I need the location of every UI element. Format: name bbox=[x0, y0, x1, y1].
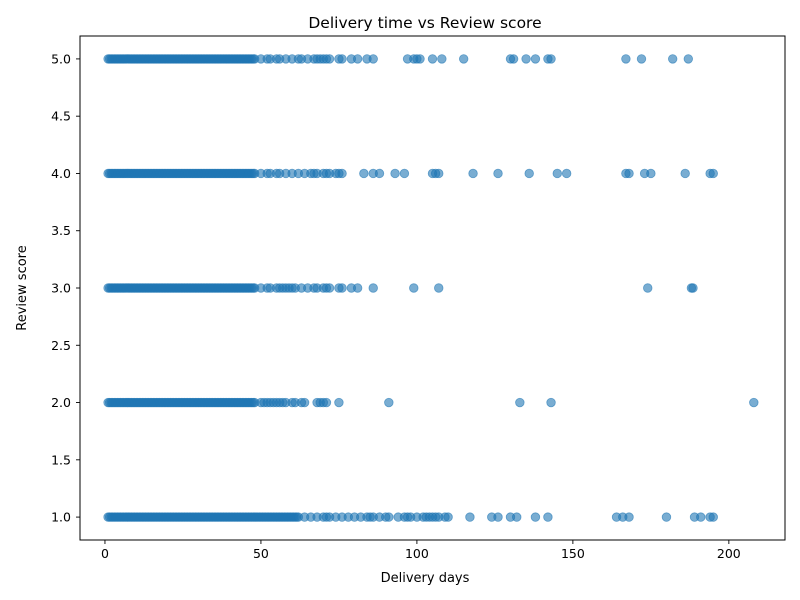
scatter-point bbox=[352, 283, 363, 293]
scatter-point bbox=[434, 283, 444, 293]
scatter-point bbox=[552, 168, 562, 179]
x-tick-label: 0 bbox=[101, 546, 109, 561]
scatter-point bbox=[334, 397, 344, 408]
scatter-point bbox=[299, 397, 310, 408]
scatter-point bbox=[543, 512, 553, 522]
x-axis-title: Delivery days bbox=[381, 571, 470, 586]
scatter-point bbox=[384, 397, 394, 408]
scatter-point bbox=[668, 54, 678, 64]
y-tick-label: 1.5 bbox=[51, 452, 71, 467]
scatter-point bbox=[508, 54, 519, 64]
scatter-point bbox=[688, 283, 698, 293]
scatter-point bbox=[521, 54, 531, 64]
scatter-point bbox=[337, 168, 347, 179]
scatter-point bbox=[546, 397, 556, 408]
scatter-point bbox=[352, 54, 363, 64]
scatter-point bbox=[696, 512, 706, 522]
y-tick-label: 2.0 bbox=[51, 395, 71, 410]
y-tick-label: 3.0 bbox=[51, 281, 71, 296]
scatter-point bbox=[643, 283, 653, 293]
scatter-point bbox=[437, 54, 447, 64]
scatter-point bbox=[515, 397, 525, 408]
scatter-point bbox=[359, 168, 369, 179]
scatter-point bbox=[468, 168, 478, 179]
scatter-point bbox=[321, 397, 332, 408]
scatter-point bbox=[427, 54, 438, 64]
scatter-point bbox=[458, 54, 469, 64]
x-tick-label: 200 bbox=[717, 546, 741, 561]
scatter-point bbox=[399, 168, 410, 179]
x-tick-label: 100 bbox=[405, 546, 429, 561]
data-points bbox=[103, 54, 759, 522]
scatter-point bbox=[708, 168, 718, 179]
scatter-point bbox=[337, 54, 347, 64]
scatter-point bbox=[493, 512, 503, 522]
scatter-point bbox=[530, 54, 541, 64]
y-tick-label: 5.0 bbox=[51, 51, 71, 66]
scatter-point bbox=[524, 168, 534, 179]
scatter-point bbox=[324, 54, 335, 64]
scatter-point bbox=[636, 54, 647, 64]
scatter-point bbox=[337, 283, 347, 293]
scatter-point bbox=[415, 54, 425, 64]
scatter-point bbox=[409, 283, 419, 293]
scatter-point bbox=[624, 168, 634, 179]
y-axis-title: Review score bbox=[15, 245, 30, 330]
scatter-point bbox=[434, 168, 444, 179]
y-axis-ticks: 1.0 1.5 2.0 2.5 3.0 3.5 4.0 4.5 5.0 bbox=[51, 51, 80, 525]
scatter-point bbox=[683, 54, 694, 64]
scatter-point bbox=[384, 512, 394, 522]
scatter-point bbox=[368, 54, 378, 64]
scatter-point bbox=[561, 168, 572, 179]
x-tick-label: 150 bbox=[561, 546, 585, 561]
y-tick-label: 2.5 bbox=[51, 338, 71, 353]
scatter-point bbox=[661, 512, 672, 522]
y-tick-label: 1.0 bbox=[51, 510, 71, 525]
x-tick-label: 50 bbox=[253, 546, 269, 561]
scatter-point bbox=[624, 512, 634, 522]
scatter-point bbox=[749, 397, 759, 408]
scatter-point bbox=[646, 168, 656, 179]
scatter-point bbox=[621, 54, 631, 64]
scatter-point bbox=[443, 512, 453, 522]
scatter-point bbox=[390, 168, 400, 179]
scatter-point bbox=[324, 283, 335, 293]
y-tick-label: 3.5 bbox=[51, 223, 71, 238]
scatter-point bbox=[530, 512, 541, 522]
scatter-point bbox=[680, 168, 690, 179]
scatter-point bbox=[374, 168, 385, 179]
scatter-point bbox=[368, 283, 378, 293]
scatter-point bbox=[546, 54, 556, 64]
y-tick-label: 4.0 bbox=[51, 166, 71, 181]
scatter-point bbox=[708, 512, 718, 522]
chart-title: Delivery time vs Review score bbox=[308, 14, 541, 32]
y-tick-label: 4.5 bbox=[51, 109, 71, 124]
x-axis-ticks: 0 50 100 150 200 bbox=[101, 540, 741, 561]
scatter-point bbox=[493, 168, 503, 179]
scatter-point bbox=[465, 512, 475, 522]
scatter-point bbox=[512, 512, 522, 522]
